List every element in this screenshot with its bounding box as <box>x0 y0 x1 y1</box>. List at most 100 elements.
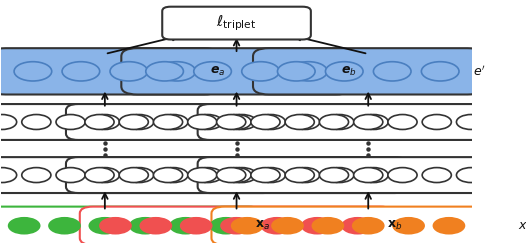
Circle shape <box>302 218 333 234</box>
Circle shape <box>100 218 131 234</box>
Circle shape <box>159 168 188 183</box>
Text: $\ell_{\mathrm{triplet}}$: $\ell_{\mathrm{triplet}}$ <box>216 13 257 33</box>
FancyBboxPatch shape <box>0 48 220 94</box>
Circle shape <box>277 62 315 81</box>
Circle shape <box>140 218 171 234</box>
Text: $\mathbf{x}_b$: $\mathbf{x}_b$ <box>387 219 402 232</box>
Circle shape <box>457 168 485 183</box>
Circle shape <box>422 114 451 130</box>
Circle shape <box>49 218 80 234</box>
Circle shape <box>194 62 231 81</box>
FancyBboxPatch shape <box>0 207 261 244</box>
Circle shape <box>422 168 451 183</box>
Circle shape <box>110 62 148 81</box>
FancyBboxPatch shape <box>66 157 407 193</box>
Circle shape <box>222 168 251 183</box>
Text: $\boldsymbol{e}_a$: $\boldsymbol{e}_a$ <box>210 65 225 78</box>
Circle shape <box>272 218 303 234</box>
Circle shape <box>227 168 257 183</box>
Circle shape <box>90 168 119 183</box>
Circle shape <box>359 168 388 183</box>
Circle shape <box>388 168 417 183</box>
Circle shape <box>89 218 120 234</box>
Circle shape <box>256 168 286 183</box>
Circle shape <box>256 114 286 130</box>
Circle shape <box>188 114 217 130</box>
Circle shape <box>22 168 51 183</box>
Circle shape <box>222 114 251 130</box>
Circle shape <box>90 114 119 130</box>
Circle shape <box>326 62 363 81</box>
Circle shape <box>130 218 161 234</box>
FancyBboxPatch shape <box>198 157 526 193</box>
Circle shape <box>193 114 222 130</box>
Circle shape <box>210 218 241 234</box>
Circle shape <box>170 218 201 234</box>
FancyBboxPatch shape <box>211 207 525 244</box>
Circle shape <box>373 62 411 81</box>
Circle shape <box>433 218 464 234</box>
Circle shape <box>325 114 354 130</box>
FancyBboxPatch shape <box>122 48 352 94</box>
Circle shape <box>119 168 148 183</box>
Circle shape <box>393 218 424 234</box>
Text: $\mathbf{x}_a$: $\mathbf{x}_a$ <box>255 219 270 232</box>
Circle shape <box>158 62 196 81</box>
Circle shape <box>353 114 383 130</box>
Circle shape <box>290 114 320 130</box>
Circle shape <box>56 168 85 183</box>
Circle shape <box>353 168 383 183</box>
Circle shape <box>312 218 343 234</box>
Circle shape <box>125 114 154 130</box>
Circle shape <box>388 114 417 130</box>
Circle shape <box>0 168 17 183</box>
FancyBboxPatch shape <box>0 157 276 193</box>
Circle shape <box>85 168 114 183</box>
Circle shape <box>251 114 280 130</box>
FancyBboxPatch shape <box>80 207 393 244</box>
Circle shape <box>319 168 349 183</box>
Circle shape <box>8 218 39 234</box>
Circle shape <box>56 114 85 130</box>
Circle shape <box>217 114 246 130</box>
Circle shape <box>421 62 459 81</box>
Circle shape <box>491 114 520 130</box>
Circle shape <box>285 168 315 183</box>
Circle shape <box>342 218 373 234</box>
Circle shape <box>353 218 384 234</box>
Circle shape <box>193 168 222 183</box>
Circle shape <box>359 114 388 130</box>
Circle shape <box>325 168 354 183</box>
Circle shape <box>242 62 279 81</box>
Circle shape <box>251 168 280 183</box>
Circle shape <box>217 168 246 183</box>
Circle shape <box>491 168 520 183</box>
Circle shape <box>0 114 17 130</box>
Circle shape <box>154 168 183 183</box>
Circle shape <box>261 218 292 234</box>
Circle shape <box>227 114 257 130</box>
Circle shape <box>180 218 211 234</box>
Circle shape <box>159 114 188 130</box>
Text: $e'$: $e'$ <box>473 64 485 79</box>
Circle shape <box>319 114 349 130</box>
Circle shape <box>474 218 505 234</box>
Circle shape <box>221 218 252 234</box>
Circle shape <box>85 114 114 130</box>
Circle shape <box>290 168 320 183</box>
Circle shape <box>285 114 315 130</box>
Circle shape <box>231 218 262 234</box>
Circle shape <box>14 62 52 81</box>
Circle shape <box>22 114 51 130</box>
Text: $\boldsymbol{e}_b$: $\boldsymbol{e}_b$ <box>341 65 357 78</box>
Circle shape <box>154 114 183 130</box>
FancyBboxPatch shape <box>253 48 483 94</box>
Text: $x'$: $x'$ <box>518 218 526 233</box>
Circle shape <box>457 114 485 130</box>
FancyBboxPatch shape <box>0 104 276 140</box>
Circle shape <box>62 62 100 81</box>
FancyBboxPatch shape <box>66 104 407 140</box>
Circle shape <box>125 168 154 183</box>
Circle shape <box>119 114 148 130</box>
FancyBboxPatch shape <box>198 104 526 140</box>
